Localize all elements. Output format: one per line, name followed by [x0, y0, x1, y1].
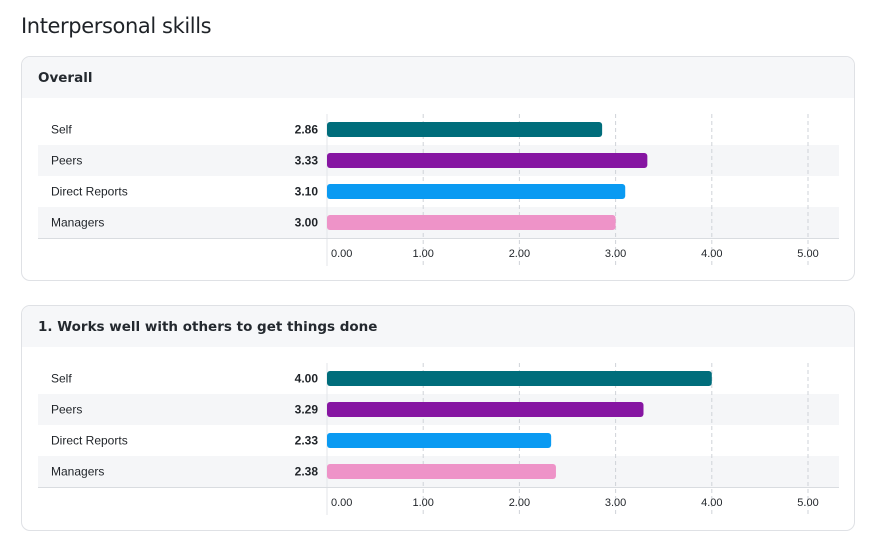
category-label-self: Self	[51, 372, 72, 386]
bar-peers	[327, 153, 648, 168]
overall-card: Overall Self 2.86 Peers 3.33 Direct Reports 3…	[21, 56, 855, 281]
category-label-self: Self	[51, 123, 72, 137]
tick-label: 3.00	[605, 497, 626, 509]
bar-direct-reports	[327, 433, 552, 448]
value-label-direct-reports: 3.10	[295, 185, 319, 199]
value-label-managers: 2.38	[295, 465, 319, 479]
category-label-peers: Peers	[51, 403, 82, 417]
overall-card-title: Overall	[22, 57, 854, 98]
bar-managers	[327, 215, 616, 230]
works-well-card-title: 1. Works well with others to get things …	[22, 306, 854, 347]
bar-self	[327, 122, 603, 137]
value-label-direct-reports: 2.33	[295, 434, 319, 448]
tick-label: 3.00	[605, 248, 626, 260]
value-label-peers: 3.29	[295, 403, 319, 417]
tick-label: 4.00	[701, 248, 722, 260]
tick-label: 0.00	[331, 497, 352, 509]
category-label-managers: Managers	[51, 216, 104, 230]
bar-self	[327, 371, 712, 386]
category-label-managers: Managers	[51, 465, 104, 479]
value-label-self: 2.86	[295, 123, 319, 137]
bar-peers	[327, 402, 644, 417]
value-label-peers: 3.33	[295, 154, 319, 168]
tick-label: 1.00	[412, 248, 433, 260]
bar-direct-reports	[327, 184, 626, 199]
category-label-direct-reports: Direct Reports	[51, 434, 128, 448]
tick-label: 5.00	[797, 497, 818, 509]
value-label-managers: 3.00	[295, 216, 319, 230]
page-title: Interpersonal skills	[21, 14, 212, 38]
works-well-chart: Self 4.00 Peers 3.29 Direct Reports 2.33 Manag…	[38, 363, 839, 515]
tick-label: 2.00	[509, 248, 530, 260]
tick-label: 5.00	[797, 248, 818, 260]
value-label-self: 4.00	[295, 372, 319, 386]
bar-managers	[327, 464, 556, 479]
tick-label: 1.00	[412, 497, 433, 509]
category-label-peers: Peers	[51, 154, 82, 168]
tick-label: 4.00	[701, 497, 722, 509]
tick-label: 2.00	[509, 497, 530, 509]
overall-chart: Self 2.86 Peers 3.33 Direct Reports 3.10 Manag…	[38, 114, 839, 266]
works-well-card: 1. Works well with others to get things …	[21, 305, 855, 531]
tick-label: 0.00	[331, 248, 352, 260]
category-label-direct-reports: Direct Reports	[51, 185, 128, 199]
